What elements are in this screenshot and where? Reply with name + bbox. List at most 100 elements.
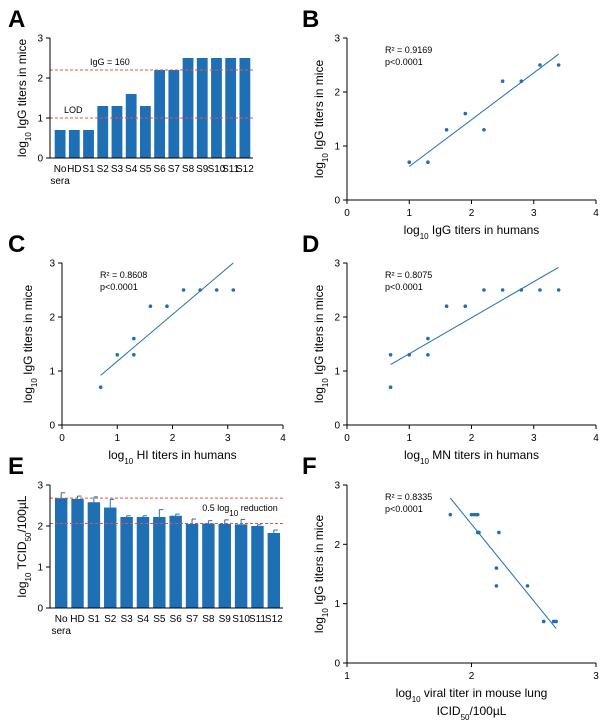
- panel-letter: A: [8, 6, 25, 33]
- x-tick-label: S8: [182, 164, 195, 175]
- panel-letter: F: [302, 453, 317, 480]
- x-tick-label: 4: [280, 433, 286, 444]
- x-axis-title: log10 HI titers in humans: [108, 448, 236, 466]
- reduction-annotation: 0.5 log10 reduction: [202, 503, 277, 517]
- data-point: [426, 160, 430, 164]
- x-tick-label: S12: [265, 614, 283, 625]
- data-point: [444, 304, 449, 309]
- data-point: [444, 128, 449, 132]
- x-tick-label: S10: [232, 614, 250, 625]
- y-tick-label: 2: [334, 540, 340, 551]
- bar: [218, 523, 231, 608]
- x-tick-label: 1: [406, 208, 412, 219]
- data-point: [538, 288, 542, 292]
- x-tick-label: S9: [219, 614, 232, 625]
- r-squared-label: R² = 0.8335: [385, 492, 432, 502]
- x-tick-label: S4: [125, 164, 138, 175]
- x-tick-label: 1: [344, 671, 350, 682]
- x-tick-label: 2: [469, 671, 475, 682]
- x-tick-label: S6: [170, 614, 183, 625]
- data-point: [475, 512, 480, 517]
- y-tick-label: 1: [334, 367, 340, 378]
- data-point: [198, 288, 202, 292]
- bar: [97, 106, 109, 158]
- bar: [83, 130, 94, 158]
- y-axis-title: log10 IgG titers in mice: [312, 515, 330, 634]
- x-tick-label: S11: [249, 614, 266, 625]
- x-tick-label: 2: [170, 433, 176, 444]
- data-point: [231, 288, 236, 292]
- bar: [54, 130, 66, 158]
- reference-line-label: LOD: [64, 105, 83, 115]
- x-tick-label: S2: [97, 164, 110, 175]
- data-point: [494, 584, 499, 588]
- data-point: [541, 619, 546, 624]
- x-tick-label: S10: [208, 164, 226, 175]
- bar: [168, 70, 180, 158]
- x-tick-label: No sera: [50, 164, 70, 187]
- x-tick-label: 3: [593, 671, 599, 682]
- data-point: [551, 619, 556, 624]
- data-point: [497, 530, 501, 535]
- bar: [234, 524, 248, 608]
- panel-D: D 0 1 2 3 log10 IgG titers in mice 0 1 2 3 4 log10 …: [302, 231, 599, 466]
- regression-line: [100, 262, 234, 376]
- bar: [211, 58, 222, 158]
- bar: [182, 58, 194, 158]
- x-axis-title: log10 viral titer in mouse lung: [396, 686, 548, 704]
- data-point: [407, 160, 412, 164]
- p-value-label: p<0.0001: [385, 57, 423, 67]
- x-tick-label: 3: [225, 433, 231, 444]
- bar: [196, 58, 208, 158]
- x-tick-label: S11: [222, 164, 239, 175]
- y-tick-label: 3: [37, 481, 43, 492]
- data-point: [500, 79, 505, 83]
- y-tick-label: 2: [334, 88, 340, 99]
- y-tick-label: 0: [37, 604, 43, 615]
- x-tick-label: S5: [139, 164, 152, 175]
- x-tick-label: 2: [469, 433, 475, 444]
- x-axis-title: log10 IgG titers in humans: [404, 223, 540, 241]
- data-point: [500, 288, 505, 292]
- data-point: [472, 512, 476, 517]
- panel-B: B 0 1 2 3 log10 IgG titers in mice 0 1 2 3 4 log10 …: [302, 6, 599, 241]
- data-point: [426, 353, 430, 357]
- data-point: [554, 619, 558, 624]
- data-point: [165, 304, 169, 309]
- x-tick-label: No sera: [51, 614, 71, 637]
- data-point: [426, 336, 430, 341]
- data-point: [519, 288, 524, 292]
- data-point: [388, 385, 393, 390]
- x-tick-label: 1: [406, 433, 412, 444]
- x-tick-label: HD: [70, 614, 84, 625]
- bar: [154, 70, 166, 158]
- panel-C: C 0 1 2 3 log10 IgG titers in mice 0 1 2 3 4 log10 …: [8, 231, 286, 466]
- panel-letter: B: [302, 6, 319, 33]
- data-point: [482, 128, 486, 132]
- y-tick-label: 3: [334, 34, 340, 45]
- r-squared-label: R² = 0.8075: [385, 270, 432, 280]
- x-tick-label: 3: [531, 433, 537, 444]
- data-point: [448, 512, 453, 517]
- bar: [239, 58, 251, 158]
- data-point: [132, 336, 136, 341]
- bar: [125, 94, 137, 158]
- bar: [104, 507, 117, 608]
- y-tick-label: 1: [334, 599, 340, 610]
- data-point: [181, 288, 186, 292]
- y-tick-label: 1: [334, 142, 340, 153]
- bar: [185, 523, 199, 608]
- x-tick-label: S6: [153, 164, 166, 175]
- p-value-label: p<0.0001: [385, 504, 423, 514]
- x-tick-label: S1: [82, 164, 95, 175]
- x-tick-label: 1: [114, 433, 120, 444]
- data-point: [525, 584, 530, 588]
- x-tick-label: S3: [120, 614, 133, 625]
- x-tick-label: 0: [59, 433, 65, 444]
- regression-line: [390, 266, 559, 365]
- x-tick-label: S2: [104, 614, 117, 625]
- x-tick-label: S12: [236, 164, 254, 175]
